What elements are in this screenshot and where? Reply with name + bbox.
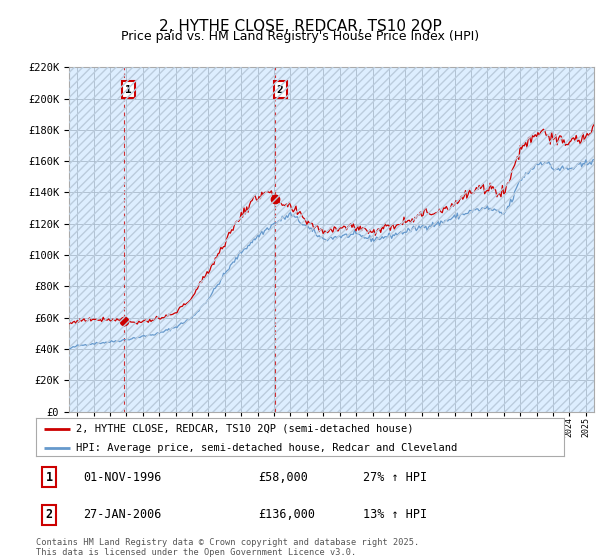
- Text: 13% ↑ HPI: 13% ↑ HPI: [364, 508, 427, 521]
- Text: Contains HM Land Registry data © Crown copyright and database right 2025.
This d: Contains HM Land Registry data © Crown c…: [36, 538, 419, 557]
- Text: £58,000: £58,000: [258, 471, 308, 484]
- Text: 2, HYTHE CLOSE, REDCAR, TS10 2QP (semi-detached house): 2, HYTHE CLOSE, REDCAR, TS10 2QP (semi-d…: [76, 424, 413, 434]
- Text: 1: 1: [125, 85, 132, 95]
- Text: 27% ↑ HPI: 27% ↑ HPI: [364, 471, 427, 484]
- Text: 2: 2: [277, 85, 284, 95]
- Text: 01-NOV-1996: 01-NOV-1996: [83, 471, 162, 484]
- Text: 2, HYTHE CLOSE, REDCAR, TS10 2QP: 2, HYTHE CLOSE, REDCAR, TS10 2QP: [158, 20, 442, 34]
- Text: 27-JAN-2006: 27-JAN-2006: [83, 508, 162, 521]
- Text: 1: 1: [46, 471, 53, 484]
- Text: HPI: Average price, semi-detached house, Redcar and Cleveland: HPI: Average price, semi-detached house,…: [76, 443, 457, 453]
- Text: Price paid vs. HM Land Registry's House Price Index (HPI): Price paid vs. HM Land Registry's House …: [121, 30, 479, 44]
- Text: £136,000: £136,000: [258, 508, 315, 521]
- Text: 2: 2: [46, 508, 53, 521]
